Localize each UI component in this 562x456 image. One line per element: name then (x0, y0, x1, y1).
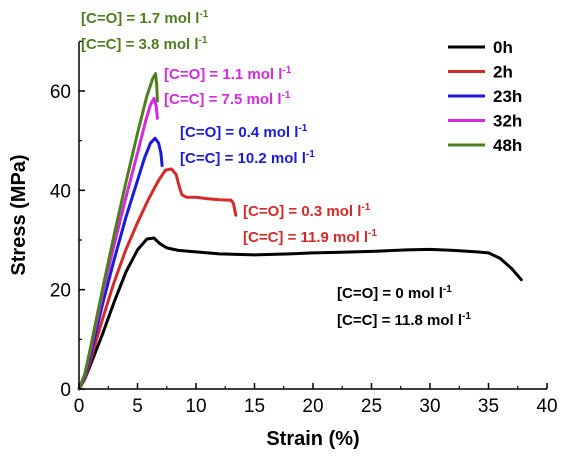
annotation-label: [C=C] = 11.8 mol l-1 (337, 311, 471, 329)
annotation-label: [C=O] = 1.7 mol l-1 (81, 9, 209, 27)
y-tick-label: 40 (50, 181, 71, 202)
x-tick-label: 25 (361, 396, 382, 417)
y-tick-label: 0 (60, 380, 71, 401)
legend-label-48h: 48h (493, 136, 522, 155)
y-tick-label: 20 (50, 281, 71, 302)
legend-label-2h: 2h (493, 63, 513, 82)
annotation-label: [C=O] = 0.3 mol l-1 (243, 202, 371, 220)
annotation-label: [C=O] = 0 mol l-1 (337, 284, 452, 302)
x-axis-title: Strain (%) (266, 428, 359, 450)
legend-label-23h: 23h (493, 87, 522, 106)
series-curves (77, 72, 523, 391)
x-tick-label: 5 (132, 396, 143, 417)
x-ticks: 0 5 10 15 20 25 30 35 40 (74, 383, 558, 417)
series-line-0h (77, 236, 523, 391)
series-line-48h (77, 72, 159, 391)
x-tick-label: 15 (244, 396, 265, 417)
annotation-label: [C=C] = 7.5 mol l-1 (164, 90, 291, 108)
legend-label-32h: 32h (493, 112, 522, 131)
y-axis-title: Stress (MPa) (8, 154, 30, 275)
y-tick-label: 60 (50, 82, 71, 103)
annotations: [C=O] = 1.7 mol l-1 [C=C] = 3.8 mol l-1 [C… (81, 9, 471, 329)
x-tick-label: 35 (478, 396, 499, 417)
x-tick-label: 20 (302, 396, 323, 417)
legend-label-0h: 0h (493, 38, 513, 57)
y-ticks: 0 20 40 60 (50, 40, 85, 401)
x-tick-label: 10 (185, 396, 206, 417)
series-line-2h (77, 167, 238, 391)
annotation-label: [C=C] = 11.9 mol l-1 (243, 228, 377, 246)
x-tick-label: 40 (536, 396, 557, 417)
annotation-label: [C=O] = 1.1 mol l-1 (164, 65, 292, 83)
annotation-label: [C=C] = 10.2 mol l-1 (180, 149, 315, 167)
legend: 0h 2h 23h 32h 48h (448, 38, 522, 155)
annotation-label: [C=O] = 0.4 mol l-1 (180, 123, 308, 141)
x-tick-label: 30 (419, 396, 440, 417)
annotation-label: [C=C] = 3.8 mol l-1 (81, 35, 208, 53)
x-tick-label: 0 (74, 396, 85, 417)
